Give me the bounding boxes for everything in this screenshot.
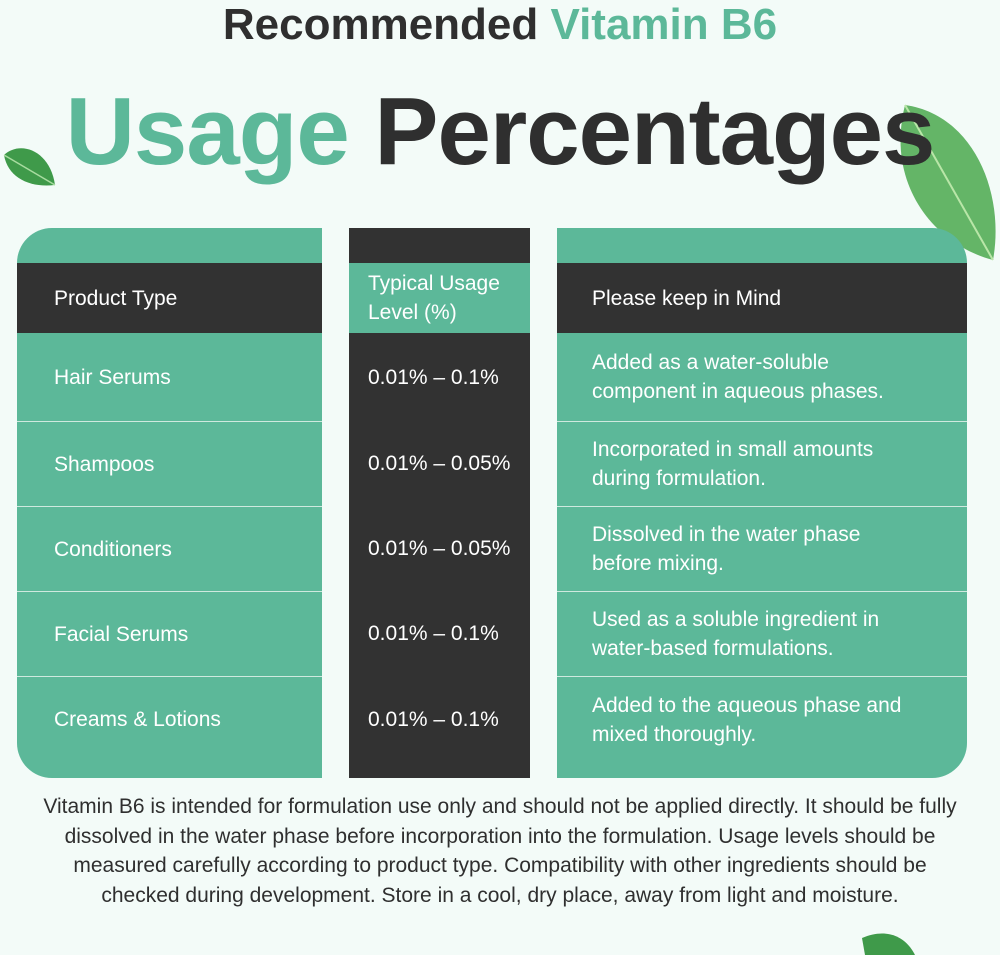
notes-column: Please keep in Mind Added as a water-sol…: [557, 228, 967, 778]
level-cell: 0.01% – 0.1%: [368, 707, 499, 731]
note-cell: Dissolved in the water phase before mixi…: [557, 506, 967, 591]
leaf-icon: [900, 104, 996, 261]
title-line-2: Usage Percentages: [65, 78, 936, 185]
usage-level-column: Typical Usage Level (%) 0.01% – 0.1% 0.0…: [349, 228, 530, 778]
title-line-1: Recommended Vitamin B6: [222, 0, 778, 49]
note-cell: Added as a water-soluble component in aq…: [592, 351, 884, 403]
product-cell: Shampoos: [17, 421, 322, 506]
footer-note: Vitamin B6 is intended for formulation u…: [43, 795, 957, 907]
leaf-icon: [3, 148, 56, 186]
note-cell: Used as a soluble ingredient in water-ba…: [557, 591, 967, 676]
header-usage-level: Typical Usage Level (%): [349, 263, 530, 333]
note-cell: Incorporated in small amounts during for…: [557, 421, 967, 506]
product-cell: Conditioners: [17, 506, 322, 591]
product-cell: Hair Serums: [54, 365, 171, 389]
note-cell: Added to the aqueous phase and mixed tho…: [557, 676, 967, 762]
product-type-column: Product Type Hair Serums Shampoos Condit…: [17, 228, 322, 778]
level-cell: 0.01% – 0.1%: [368, 365, 499, 389]
level-cell: 0.01% – 0.05%: [368, 537, 511, 560]
header-notes: Please keep in Mind: [557, 263, 967, 333]
level-cell: 0.01% – 0.1%: [368, 622, 499, 645]
product-cell: Creams & Lotions: [17, 676, 322, 762]
level-cell: 0.01% – 0.05%: [368, 452, 511, 475]
header-product-type: Product Type: [17, 263, 322, 333]
product-cell: Facial Serums: [17, 591, 322, 676]
leaf-icon: [862, 933, 915, 955]
